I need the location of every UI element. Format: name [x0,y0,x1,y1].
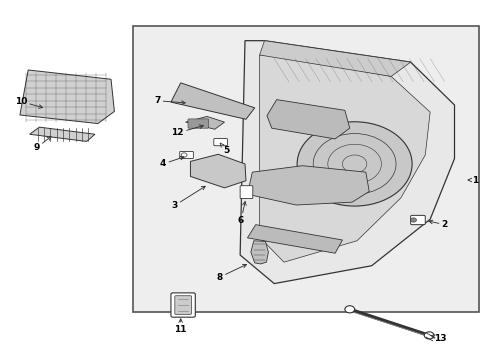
FancyBboxPatch shape [180,152,194,158]
FancyBboxPatch shape [188,119,208,128]
FancyBboxPatch shape [240,186,253,199]
FancyBboxPatch shape [133,26,479,312]
Text: 7: 7 [154,96,185,105]
Polygon shape [247,166,369,205]
Polygon shape [30,127,95,141]
FancyBboxPatch shape [214,139,227,146]
Text: 2: 2 [429,220,448,229]
Circle shape [424,332,434,339]
Circle shape [411,218,416,222]
Text: 5: 5 [220,143,230,155]
Text: 1: 1 [468,176,478,185]
Text: 8: 8 [217,264,246,282]
FancyBboxPatch shape [175,296,192,314]
Circle shape [297,122,412,206]
Text: 13: 13 [431,334,446,343]
Polygon shape [247,225,343,253]
Polygon shape [240,41,455,284]
FancyBboxPatch shape [171,293,196,317]
Polygon shape [171,83,255,119]
Text: 9: 9 [33,136,51,152]
Polygon shape [251,241,269,264]
Polygon shape [186,116,224,129]
Text: 4: 4 [160,156,184,168]
Polygon shape [20,70,115,123]
Text: 6: 6 [238,202,246,225]
Text: 10: 10 [15,97,43,108]
Circle shape [345,306,355,313]
Text: 11: 11 [174,319,187,334]
Text: 3: 3 [171,186,205,210]
FancyBboxPatch shape [411,215,425,225]
Polygon shape [267,100,350,139]
Polygon shape [260,55,430,262]
Polygon shape [260,41,411,76]
Text: 12: 12 [172,125,203,138]
Polygon shape [191,154,246,188]
